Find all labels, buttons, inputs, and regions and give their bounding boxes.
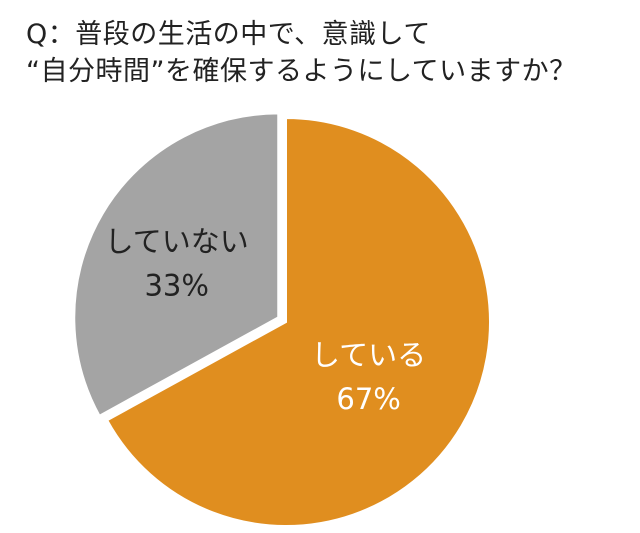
pie-slice-shiteinai [73,112,280,418]
slice-label-value-shiteinai: 33% [144,268,208,302]
slice-label-category-shiteiru: している [311,338,426,372]
slice-label-value-shiteiru: 67% [336,382,400,416]
chart-title-line-1: Q：普段の生活の中で、意識して [26,19,431,50]
slice-label-category-shiteinai: していない [105,224,249,258]
chart-title-line-2: “自分時間”を確保するようにしていますか？ [26,56,577,87]
pie-slice-shiteiru [105,116,491,527]
chart-title: Q：普段の生活の中で、意識して “自分時間”を確保するようにしていますか？ [26,16,636,90]
